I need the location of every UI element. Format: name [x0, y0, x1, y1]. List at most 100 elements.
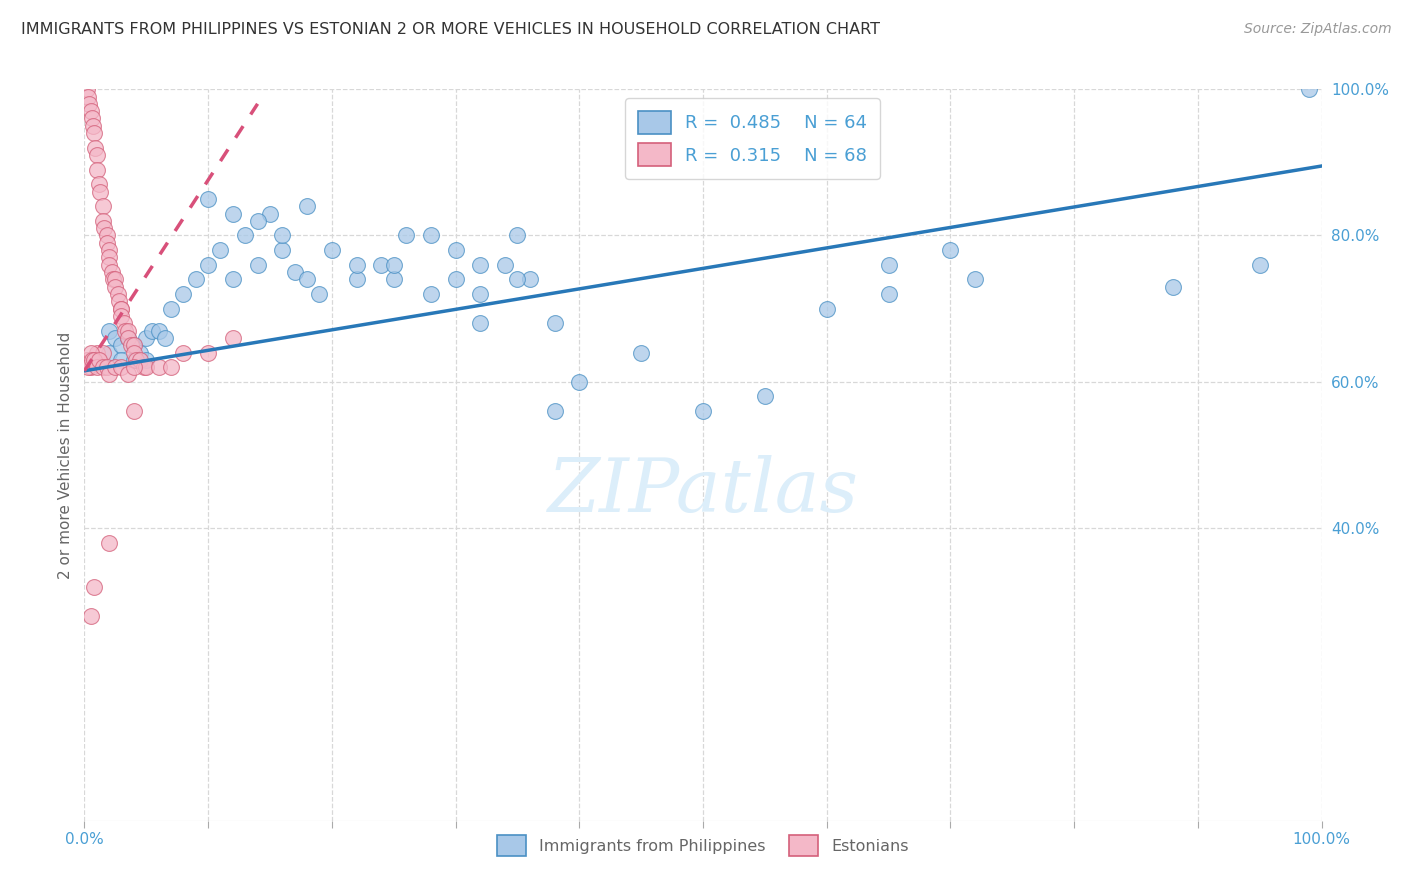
- Point: [148, 324, 170, 338]
- Point: [419, 287, 441, 301]
- Point: [246, 214, 269, 228]
- Point: [89, 185, 111, 199]
- Point: [308, 287, 330, 301]
- Point: [89, 178, 111, 192]
- Point: [98, 251, 121, 265]
- Point: [76, 352, 98, 367]
- Point: [321, 243, 343, 257]
- Point: [965, 272, 987, 286]
- Point: [96, 360, 118, 375]
- Point: [877, 287, 900, 301]
- Point: [110, 301, 132, 316]
- Point: [271, 228, 294, 243]
- Point: [110, 309, 132, 323]
- Point: [815, 301, 838, 316]
- Point: [197, 258, 219, 272]
- Point: [89, 352, 111, 367]
- Point: [79, 104, 101, 119]
- Point: [107, 287, 129, 301]
- Text: IMMIGRANTS FROM PHILIPPINES VS ESTONIAN 2 OR MORE VEHICLES IN HOUSEHOLD CORRELAT: IMMIGRANTS FROM PHILIPPINES VS ESTONIAN …: [21, 22, 880, 37]
- Point: [135, 360, 157, 375]
- Point: [160, 360, 183, 375]
- Point: [91, 199, 114, 213]
- Point: [122, 404, 145, 418]
- Point: [117, 331, 139, 345]
- Point: [506, 272, 529, 286]
- Point: [197, 192, 219, 206]
- Point: [233, 228, 256, 243]
- Point: [114, 324, 136, 338]
- Point: [110, 301, 132, 316]
- Point: [83, 126, 105, 140]
- Point: [83, 352, 105, 367]
- Point: [79, 96, 101, 111]
- Point: [122, 338, 145, 352]
- Point: [939, 243, 962, 257]
- Point: [382, 272, 405, 286]
- Point: [112, 316, 135, 330]
- Point: [172, 287, 194, 301]
- Point: [104, 331, 127, 345]
- Point: [129, 352, 152, 367]
- Point: [122, 338, 145, 352]
- Point: [754, 389, 776, 403]
- Point: [1298, 82, 1320, 96]
- Point: [117, 324, 139, 338]
- Text: ZIPatlas: ZIPatlas: [547, 455, 859, 528]
- Point: [135, 352, 157, 367]
- Point: [96, 228, 118, 243]
- Point: [470, 316, 492, 330]
- Point: [122, 360, 145, 375]
- Point: [91, 360, 114, 375]
- Point: [160, 301, 183, 316]
- Point: [77, 89, 100, 103]
- Text: Source: ZipAtlas.com: Source: ZipAtlas.com: [1244, 22, 1392, 37]
- Point: [395, 228, 418, 243]
- Y-axis label: 2 or more Vehicles in Household: 2 or more Vehicles in Household: [58, 331, 73, 579]
- Point: [82, 119, 104, 133]
- Point: [79, 608, 101, 623]
- Point: [295, 272, 318, 286]
- Point: [98, 368, 121, 382]
- Point: [259, 206, 281, 220]
- Point: [568, 375, 591, 389]
- Point: [80, 352, 103, 367]
- Legend: Immigrants from Philippines, Estonians: Immigrants from Philippines, Estonians: [489, 828, 917, 863]
- Point: [93, 221, 115, 235]
- Point: [494, 258, 516, 272]
- Point: [630, 345, 652, 359]
- Point: [222, 272, 245, 286]
- Point: [104, 279, 127, 293]
- Point: [96, 235, 118, 250]
- Point: [222, 331, 245, 345]
- Point: [141, 324, 163, 338]
- Point: [184, 272, 207, 286]
- Point: [382, 258, 405, 272]
- Point: [122, 352, 145, 367]
- Point: [100, 265, 122, 279]
- Point: [77, 360, 100, 375]
- Point: [148, 360, 170, 375]
- Point: [135, 331, 157, 345]
- Point: [117, 331, 139, 345]
- Point: [172, 345, 194, 359]
- Point: [79, 360, 101, 375]
- Point: [86, 148, 108, 162]
- Point: [692, 404, 714, 418]
- Point: [346, 258, 368, 272]
- Point: [419, 228, 441, 243]
- Point: [1161, 279, 1184, 293]
- Point: [117, 368, 139, 382]
- Point: [129, 345, 152, 359]
- Point: [98, 345, 121, 359]
- Point: [370, 258, 392, 272]
- Point: [110, 352, 132, 367]
- Point: [110, 360, 132, 375]
- Point: [80, 112, 103, 126]
- Point: [153, 331, 176, 345]
- Point: [519, 272, 541, 286]
- Point: [98, 324, 121, 338]
- Point: [83, 580, 105, 594]
- Point: [84, 141, 107, 155]
- Point: [91, 345, 114, 359]
